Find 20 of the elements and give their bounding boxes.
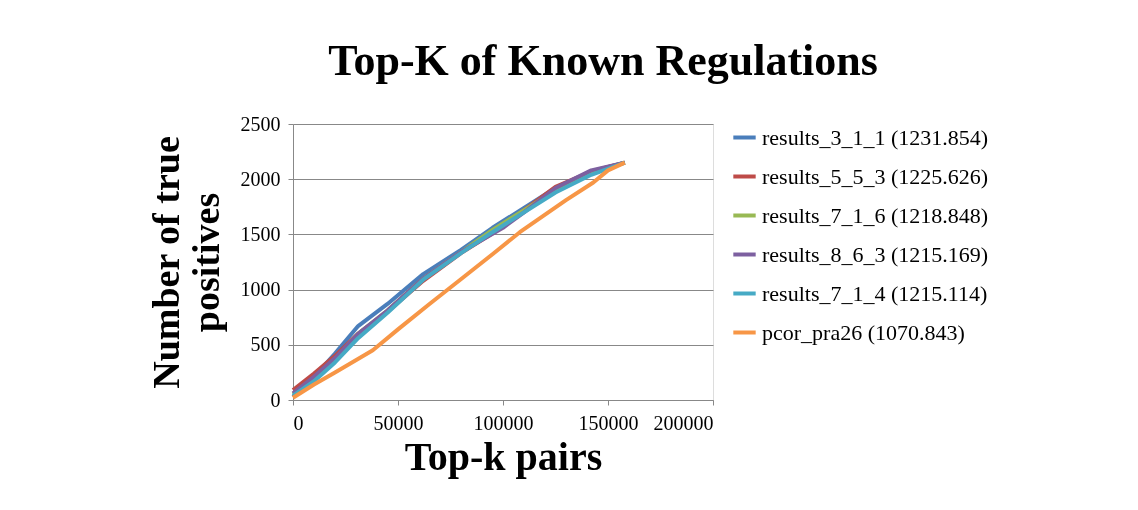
y-tick-label: 500 [250,333,281,356]
chart-title: Top-K of Known Regulations [328,36,878,85]
x-axis-title: Top-k pairs [404,433,603,479]
x-tick-label: 150000 [578,411,639,434]
legend-label: results_7_1_4 (1215.114) [762,280,988,306]
y-tick-label: 2000 [240,167,281,190]
x-tick-label: 200000 [653,411,714,434]
legend-label: results_3_1_1 (1231.854) [762,124,989,150]
legend-label: results_7_1_6 (1218.848) [762,202,989,228]
x-tick-label: 0 [293,411,304,434]
x-tick-label: 50000 [373,411,424,434]
y-tick-label: 2500 [240,112,281,135]
y-tick-label: 1500 [240,222,281,245]
y-axis-title: Number of true positives [144,136,227,389]
x-tick-label: 100000 [473,411,534,434]
y-tick-label: 0 [270,388,281,411]
legend-label: results_5_5_3 (1225.626) [762,163,989,189]
legend-label: pcor_pra26 (1070.843) [762,319,965,345]
y-tick-label: 1000 [240,278,281,301]
legend-label: results_8_6_3 (1215.169) [762,241,989,267]
